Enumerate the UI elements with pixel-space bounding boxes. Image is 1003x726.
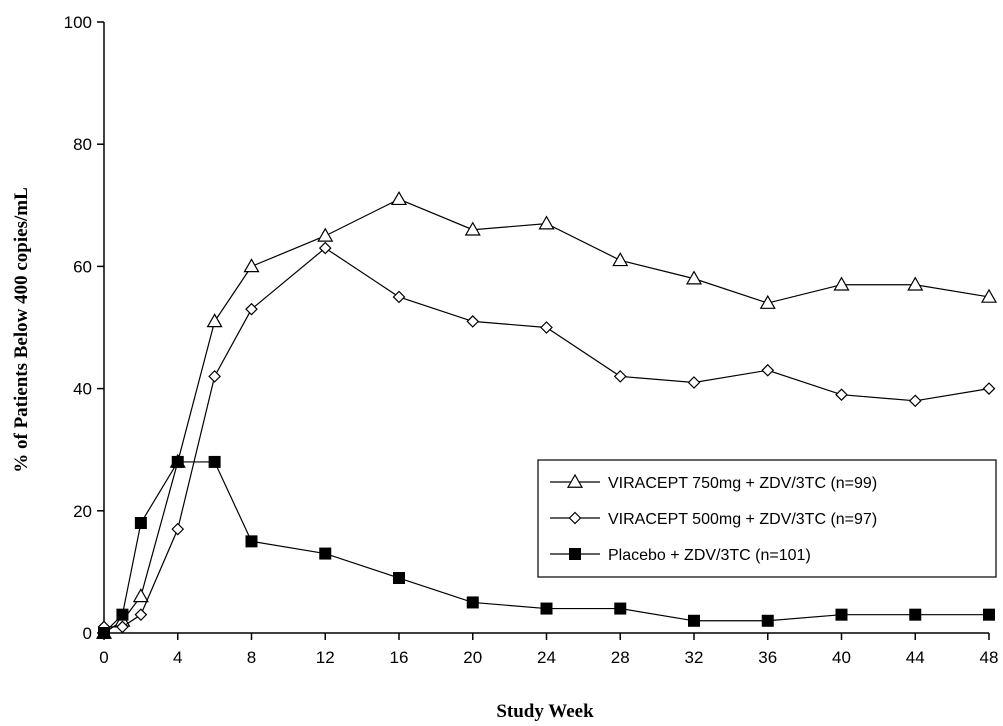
x-tick-label: 40 — [832, 648, 851, 667]
data-point — [833, 276, 850, 291]
data-point — [761, 363, 775, 377]
legend: VIRACEPT 750mg + ZDV/3TC (n=99) VIRACEPT … — [537, 459, 997, 578]
x-tick-label: 12 — [316, 648, 335, 667]
data-point — [116, 620, 129, 634]
data-point — [171, 455, 184, 468]
data-point — [908, 394, 922, 408]
series-layer — [95, 190, 998, 639]
data-point — [98, 627, 110, 639]
series-line — [104, 247, 990, 628]
legend-marker — [566, 473, 584, 488]
y-tick-label: 0 — [83, 624, 92, 643]
data-point — [613, 370, 627, 383]
legend-marker — [569, 548, 581, 560]
y-tick-label: 80 — [73, 135, 92, 154]
data-point — [116, 608, 129, 621]
data-point — [835, 608, 848, 621]
y-tick-label: 20 — [73, 502, 92, 521]
data-point — [538, 215, 555, 230]
data-point — [685, 270, 703, 285]
x-tick-label: 4 — [173, 648, 182, 667]
data-point — [540, 321, 553, 334]
y-tick-label: 60 — [73, 257, 92, 276]
data-point — [983, 608, 995, 621]
legend-item: Placebo + ZDV/3TC (n=101) — [550, 547, 811, 564]
data-point — [317, 227, 334, 242]
data-point — [206, 313, 223, 328]
x-axis-title: Study Week — [496, 701, 594, 722]
x-tick-label: 28 — [611, 648, 630, 667]
series-line — [103, 461, 989, 634]
x-tick-label: 24 — [537, 648, 556, 667]
legend-box — [537, 459, 997, 578]
legend-label: VIRACEPT 750mg + ZDV/3TC (n=99) — [608, 475, 877, 492]
y-tick-label: 100 — [64, 13, 92, 32]
data-point — [393, 572, 405, 585]
data-point — [392, 290, 406, 304]
legend-label: VIRACEPT 500mg + ZDV/3TC (n=97) — [608, 511, 877, 528]
data-point — [243, 258, 260, 273]
x-tick-label: 8 — [247, 648, 256, 667]
x-tick-label: 36 — [758, 648, 777, 667]
data-point — [171, 522, 185, 536]
data-point — [835, 388, 848, 402]
data-point — [245, 302, 258, 316]
data-point — [134, 517, 147, 530]
series-3 — [98, 455, 995, 639]
data-point — [759, 294, 776, 309]
data-point — [319, 547, 332, 560]
data-point — [688, 614, 700, 627]
y-axis-title: % of Patients Below 400 copies/mL — [11, 187, 32, 473]
y-tick-label: 40 — [73, 380, 92, 399]
x-tick-label: 44 — [906, 648, 925, 667]
data-point — [466, 596, 479, 609]
data-point — [245, 535, 258, 548]
x-tick-label: 48 — [980, 648, 999, 667]
data-point — [134, 608, 148, 622]
data-point — [907, 276, 924, 291]
data-point — [540, 602, 553, 615]
x-tick-label: 0 — [99, 648, 108, 667]
data-point — [390, 190, 408, 206]
data-point — [909, 608, 922, 621]
data-point — [761, 614, 774, 627]
x-tick-label: 32 — [685, 648, 704, 667]
data-point — [612, 252, 629, 267]
legend-marker — [568, 511, 582, 525]
series-line — [103, 198, 990, 634]
data-point — [614, 602, 627, 615]
data-point — [464, 221, 481, 236]
data-point — [687, 376, 701, 389]
data-point — [132, 588, 149, 603]
data-point — [208, 370, 221, 383]
legend-item: VIRACEPT 750mg + ZDV/3TC (n=99) — [550, 473, 877, 492]
data-point — [982, 382, 996, 395]
legend-item: VIRACEPT 500mg + ZDV/3TC (n=97) — [550, 511, 877, 528]
data-point — [318, 241, 332, 255]
x-tick-label: 20 — [463, 648, 482, 667]
data-point — [466, 315, 480, 328]
data-point — [208, 455, 221, 468]
legend-label: Placebo + ZDV/3TC (n=101) — [608, 547, 811, 564]
x-tick-label: 16 — [390, 648, 409, 667]
data-point — [980, 288, 998, 303]
